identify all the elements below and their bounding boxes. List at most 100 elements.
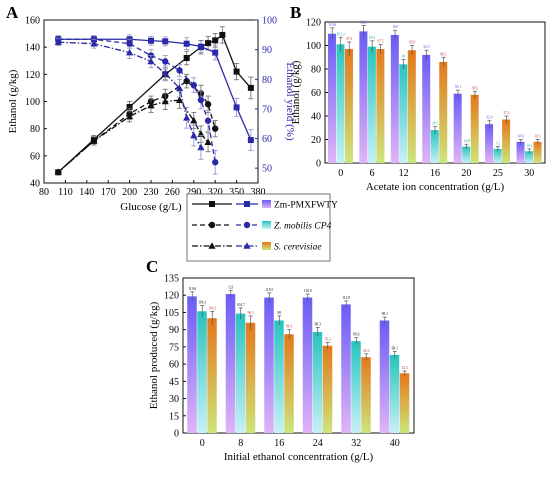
data-label: 112.9 [360,21,368,25]
x-axis-label: Initial ethanol concentration (g/L) [224,451,374,463]
data-label: 121 [228,286,234,290]
data-point [148,37,154,44]
x-tick-label: 0 [338,168,343,179]
y-tick-label: 60 [169,360,179,371]
data-label: 88.3 [315,322,321,326]
data-label: 112.9 [342,296,350,300]
bar [302,297,313,433]
y2-tick-label: 80 [262,75,272,86]
y-tick-label: 20 [311,135,321,146]
legend-marker [208,221,216,229]
bar [533,141,542,163]
legend-marker [209,201,215,207]
bar [197,311,207,433]
data-label: 109 [392,25,398,29]
bar [361,357,371,433]
x-tick-label: 140 [79,187,94,198]
series-5 [54,38,205,160]
data-point [205,40,212,47]
data-point [175,84,184,91]
bar [322,345,333,433]
bar [453,93,462,163]
data-point [204,117,212,124]
legend-label: Zm-PMXFWTY [274,201,338,211]
data-label: 101.2 [337,32,345,36]
data-label: 80.6 [353,333,359,337]
data-label: 14.8 [463,139,469,143]
x-tick-label: 25 [493,168,503,179]
bar [312,331,323,433]
x-tick-label: 170 [101,187,116,198]
x-tick-label: 230 [144,187,159,198]
data-point [204,138,212,146]
x-tick-label: 320 [208,187,223,198]
data-point [175,96,184,103]
bar [225,294,236,433]
legend-swatch [262,242,271,250]
y2-tick-label: 60 [262,134,272,145]
data-label: 92.5 [423,45,429,49]
data-point [190,82,197,89]
bar [502,119,511,163]
data-label: 12 [496,142,500,146]
data-label: 98.1 [382,312,388,316]
y-tick-label: 60 [30,151,40,162]
data-point [212,125,219,132]
data-point [183,114,191,121]
data-point [212,49,219,56]
series-line [58,41,202,148]
x-tick-label: 30 [524,168,534,179]
y2-axis-label: Ethanol yield (%) [284,62,296,141]
panel-label-c: C [146,257,158,276]
data-label: 97.3 [346,37,352,41]
series-line [58,38,216,163]
x-tick-label: 20 [461,168,471,179]
data-label: 86.1 [440,52,446,56]
data-point [161,69,169,77]
bar [390,34,399,163]
data-point [183,55,190,62]
data-label: 84 [402,55,406,59]
bar [207,318,217,433]
y-axis-label: Ethanol produced (g/kg) [148,301,160,409]
bar [367,46,376,163]
y-tick-label: 100 [25,97,40,108]
data-label: 110.6 [328,23,336,27]
x-tick-label: 0 [200,438,205,449]
legend-swatch [262,221,271,229]
legend-marker [244,201,250,207]
x-tick-label: 8 [238,438,243,449]
data-point [183,77,190,85]
y-tick-label: 140 [25,43,40,54]
legend-swatch [262,200,271,208]
data-point [126,40,133,47]
data-label: 10.4 [526,144,532,148]
bar [284,334,294,433]
data-point [212,159,219,166]
y-tick-label: 120 [306,18,321,29]
y-tick-label: 80 [311,65,321,76]
y-tick-label: 40 [30,179,40,190]
bar [379,320,390,433]
bar [430,130,439,163]
data-point [197,96,205,104]
data-point [212,37,219,44]
data-label: 86.1 [286,325,292,329]
data-label: 59.1 [455,85,461,89]
data-point [126,112,134,120]
bar [341,304,351,433]
x-tick-label: 32 [351,438,361,449]
bar [264,297,274,433]
data-label: 18.1 [535,135,541,139]
y-tick-label: 15 [169,411,179,422]
panel-label-a: A [6,3,19,22]
data-label: 76.2 [325,337,331,341]
data-label: 97.5 [377,39,383,43]
data-point [233,104,240,111]
data-label: 28.5 [432,122,438,126]
data-point [176,67,183,74]
data-label: 37.4 [503,111,509,115]
bar [245,322,256,433]
data-label: 98 [277,311,281,315]
